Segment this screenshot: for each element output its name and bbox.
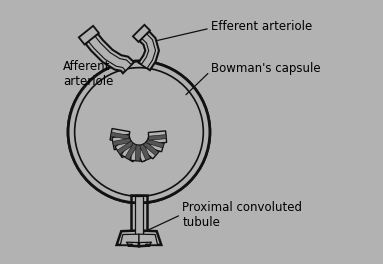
Polygon shape: [120, 234, 139, 245]
Polygon shape: [121, 141, 141, 162]
Text: Proximal convoluted
tubule: Proximal convoluted tubule: [182, 201, 302, 229]
Polygon shape: [125, 143, 137, 159]
Polygon shape: [110, 129, 130, 143]
Polygon shape: [143, 142, 159, 155]
Text: Afferent
arteriole: Afferent arteriole: [63, 60, 113, 88]
Text: Bowman's capsule: Bowman's capsule: [211, 63, 321, 76]
Polygon shape: [140, 144, 150, 160]
Polygon shape: [136, 142, 154, 162]
Circle shape: [90, 81, 188, 178]
Polygon shape: [147, 139, 164, 148]
Polygon shape: [115, 138, 136, 158]
Circle shape: [68, 61, 210, 203]
Circle shape: [90, 81, 188, 178]
Polygon shape: [148, 131, 167, 144]
Polygon shape: [146, 135, 165, 152]
Polygon shape: [136, 142, 154, 162]
Polygon shape: [139, 230, 161, 246]
Polygon shape: [131, 145, 145, 161]
Polygon shape: [79, 26, 99, 45]
Polygon shape: [125, 143, 137, 159]
Polygon shape: [112, 134, 131, 150]
Polygon shape: [133, 25, 150, 42]
Circle shape: [75, 68, 203, 196]
Polygon shape: [149, 135, 166, 140]
Polygon shape: [111, 132, 129, 139]
Polygon shape: [139, 234, 158, 245]
Polygon shape: [141, 138, 161, 159]
Polygon shape: [112, 134, 131, 150]
Polygon shape: [143, 142, 159, 155]
Polygon shape: [113, 138, 131, 146]
Polygon shape: [141, 138, 161, 159]
Polygon shape: [121, 141, 141, 162]
Polygon shape: [85, 34, 134, 73]
Polygon shape: [113, 138, 131, 146]
Polygon shape: [117, 230, 139, 246]
Polygon shape: [115, 138, 136, 158]
Polygon shape: [135, 145, 141, 161]
Polygon shape: [111, 132, 129, 139]
Polygon shape: [149, 135, 166, 140]
Polygon shape: [135, 195, 143, 238]
Polygon shape: [88, 36, 131, 71]
Polygon shape: [131, 145, 145, 161]
Polygon shape: [135, 145, 141, 161]
Polygon shape: [117, 141, 134, 154]
Polygon shape: [110, 129, 130, 143]
Polygon shape: [131, 195, 147, 238]
Circle shape: [68, 61, 210, 203]
Polygon shape: [141, 34, 155, 68]
Polygon shape: [117, 141, 134, 154]
Polygon shape: [148, 131, 167, 144]
Polygon shape: [147, 139, 164, 148]
Polygon shape: [140, 144, 150, 160]
Polygon shape: [139, 31, 159, 70]
Text: Efferent arteriole: Efferent arteriole: [211, 20, 313, 34]
Polygon shape: [146, 135, 165, 152]
